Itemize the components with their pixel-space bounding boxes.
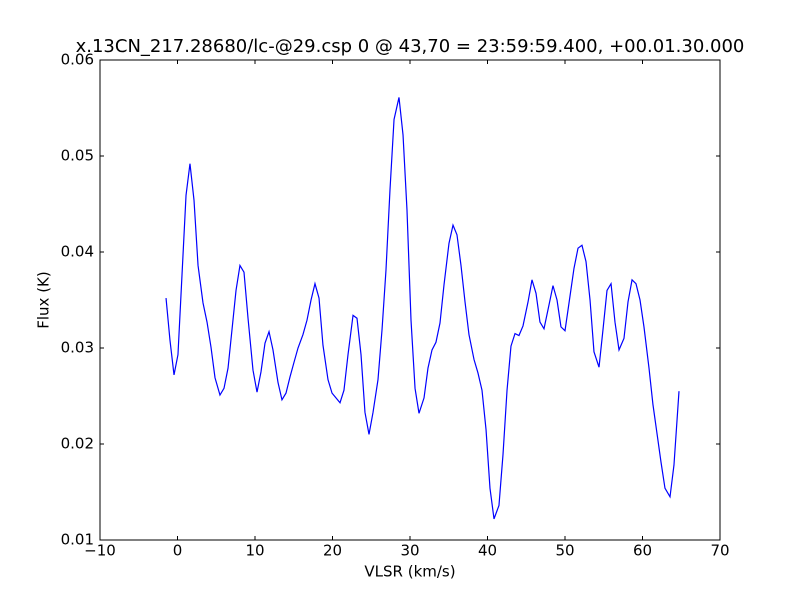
- y-tick-label: 0.01: [61, 531, 94, 549]
- x-tick-label: 30: [400, 542, 419, 560]
- y-tick-label: 0.06: [61, 51, 94, 69]
- y-axis-label: Flux (K): [35, 271, 53, 329]
- x-tick-label: 0: [173, 542, 183, 560]
- y-tick-label: 0.03: [61, 339, 94, 357]
- x-tick-label: 50: [555, 542, 574, 560]
- y-tick-label: 0.02: [61, 435, 94, 453]
- data-line: [165, 97, 680, 520]
- x-tick-label: 20: [323, 542, 342, 560]
- x-tick-label: 60: [633, 542, 652, 560]
- x-tick-label: 40: [478, 542, 497, 560]
- x-tick-label: 10: [245, 542, 264, 560]
- x-axis-label: VLSR (km/s): [364, 563, 455, 581]
- x-tick-label: 70: [710, 542, 729, 560]
- chart-title: x.13CN_217.28680/lc-@29.csp 0 @ 43,70 = …: [76, 36, 745, 57]
- y-tick-label: 0.04: [61, 243, 94, 261]
- y-tick-label: 0.05: [61, 147, 94, 165]
- x-tick-label: −10: [84, 542, 116, 560]
